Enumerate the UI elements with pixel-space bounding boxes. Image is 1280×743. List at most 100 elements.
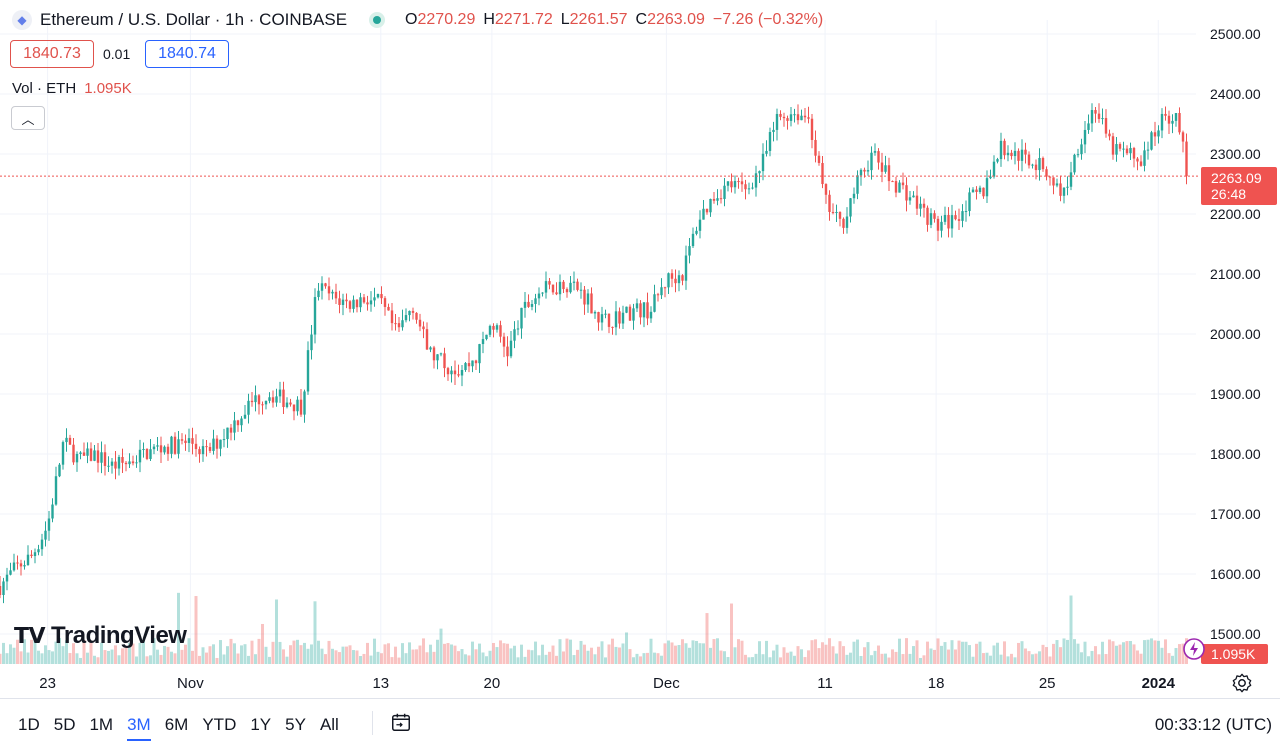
volume-bar [569,639,572,664]
candle [460,364,464,387]
volume-bar [705,613,709,664]
volume-bar [555,655,558,664]
candle [726,181,730,192]
volume-bar [737,639,740,664]
candle [768,127,772,157]
volume-bar [999,654,1003,664]
sell-button[interactable]: 1840.73 [10,40,94,68]
range-3m[interactable]: 3M [127,715,151,741]
candle [670,269,674,288]
volume-bar [985,652,989,664]
candle [513,321,516,349]
volume-bar [656,653,660,664]
candle [667,272,670,294]
candle [1185,133,1188,185]
candle [376,293,380,299]
candle [156,436,159,451]
utc-clock[interactable]: 00:33:12 (UTC) [1154,715,1272,734]
collapse-legend-button[interactable]: ︿ [11,106,45,130]
volume-bar [159,654,163,664]
volume-bar [653,652,656,664]
volume-bar [1171,655,1174,664]
tradingview-logo[interactable]: 𝗧𝗩 TradingView [14,622,187,650]
volume-bar [670,642,674,664]
range-6m[interactable]: 6M [164,715,189,734]
candle [33,548,37,564]
candle [19,559,23,576]
volume-bar [16,639,19,664]
candle [502,332,506,358]
volume-bar [1034,653,1038,664]
candle [852,187,856,204]
candle [240,416,243,432]
candle [135,455,138,468]
candle [978,185,982,194]
candle [1076,148,1080,158]
candle [695,226,698,236]
candle [429,346,432,353]
volume-bar [492,642,495,664]
volume-bar [229,638,233,664]
candle [1083,121,1087,154]
candle [149,438,152,462]
candle [915,185,919,216]
buy-button[interactable]: 1840.74 [145,40,229,68]
candle [1020,139,1024,172]
volume-bar [478,643,481,664]
volume-bar [1132,644,1136,664]
range-1d[interactable]: 1D [18,715,40,734]
candle [166,443,170,461]
range-ytd[interactable]: YTD [202,715,237,734]
gear-icon[interactable] [1231,672,1253,694]
candle [600,306,604,331]
symbol-title[interactable]: Ethereum / U.S. Dollar · 1h · COINBASE [40,10,348,29]
x-tick-label: 20 [484,675,501,692]
volume-bar [842,646,845,664]
volume-bar [401,643,404,664]
volume-bar [758,641,761,664]
candle [1052,177,1055,195]
symbol-header: ◆ Ethereum / U.S. Dollar · 1h · COINBASE… [12,8,823,32]
candle [772,121,775,142]
range-5y[interactable]: 5Y [285,715,306,734]
volume-bar [152,638,156,664]
candle [1115,137,1118,162]
candle [170,435,173,459]
volume-bar [768,657,772,664]
candle [495,323,499,333]
range-all[interactable]: All [319,715,339,734]
volume-bar [719,650,723,664]
volume-bar [30,639,33,664]
volume-bar [40,653,44,664]
volume-bar [394,646,397,664]
candle [1038,148,1041,181]
candle [1055,178,1059,188]
candle [936,215,940,242]
volume-bar [240,645,243,664]
volume-bar [898,638,901,664]
volume-bar [1153,640,1157,664]
candle [247,393,250,424]
calendar-range-icon[interactable] [390,711,412,733]
volume-bar [61,646,65,664]
flash-icon[interactable] [1182,637,1206,661]
volume-bar [1090,650,1094,664]
volume-bar [870,655,873,664]
volume-bar [306,648,310,664]
volume-bar [450,644,453,664]
volume-bar [355,650,359,664]
volume-bar [716,638,719,664]
candle [222,428,226,448]
y-tick-label: 2400.00 [1210,86,1261,102]
volume-bar [226,646,229,664]
volume-bar [943,642,947,664]
candle [131,455,135,466]
candle [380,286,383,305]
range-1m[interactable]: 1M [89,715,114,734]
candle [450,366,453,383]
volume-bar [1080,652,1083,664]
range-5d[interactable]: 5D [53,715,76,734]
range-1y[interactable]: 1Y [250,715,272,734]
candle [607,313,611,334]
